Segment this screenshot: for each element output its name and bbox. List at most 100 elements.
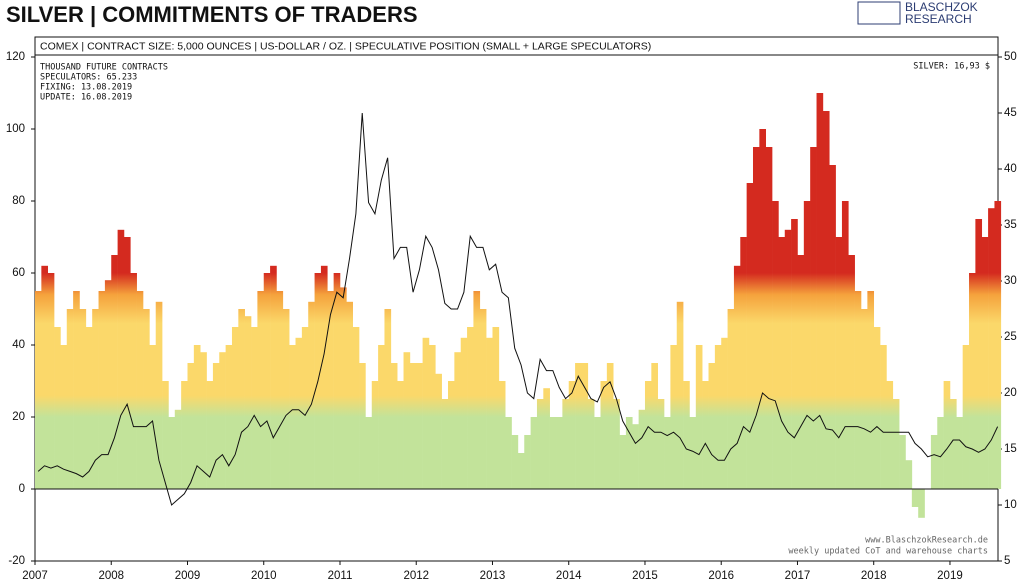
bar: [212, 363, 220, 489]
x-tick-label: 2018: [861, 570, 887, 582]
subtitle: COMEX | CONTRACT SIZE: 5,000 OUNCES | US…: [40, 40, 651, 52]
bar: [613, 399, 620, 489]
bar: [187, 363, 195, 489]
bar: [117, 229, 125, 490]
bar: [733, 265, 741, 489]
bar: [270, 265, 277, 489]
bar: [441, 399, 449, 489]
bar: [899, 435, 906, 489]
footer: weekly updated CoT and warehouse charts: [788, 547, 988, 557]
bar: [568, 381, 576, 489]
bar: [536, 399, 544, 489]
note: UPDATE: 16.08.2019: [40, 93, 132, 103]
bar: [193, 345, 201, 489]
x-tick-label: 2013: [480, 570, 506, 582]
x-tick-label: 2011: [328, 570, 353, 582]
bar: [390, 363, 398, 489]
logo-icon: [857, 1, 901, 25]
y2-tick-label: 30: [1004, 275, 1017, 287]
bar: [505, 417, 512, 489]
bar: [289, 345, 296, 489]
bar: [797, 255, 805, 489]
bar: [791, 219, 798, 489]
bar: [295, 337, 303, 489]
bar: [422, 337, 430, 489]
bar: [162, 381, 169, 489]
logo-text: RESEARCH: [905, 12, 972, 26]
bar: [778, 237, 786, 489]
note: SPECULATORS: 65.233: [40, 73, 137, 83]
y-tick-label: 120: [6, 51, 25, 63]
y2-tick-label: 40: [1004, 163, 1017, 175]
bar: [143, 309, 150, 489]
x-tick-label: 2009: [175, 570, 201, 582]
bar: [378, 345, 385, 489]
bar: [231, 327, 239, 489]
y-tick-label: 0: [19, 483, 25, 495]
bar: [73, 291, 80, 489]
y2-tick-label: 15: [1004, 443, 1017, 455]
bar: [619, 435, 627, 489]
y2-tick-label: 45: [1004, 107, 1017, 119]
y2-tick-label: 10: [1004, 499, 1017, 511]
y-tick-label: 80: [12, 195, 25, 207]
bar: [181, 381, 188, 489]
bar: [479, 309, 487, 489]
chart-title: SILVER | COMMITMENTS OF TRADERS: [6, 2, 418, 27]
bar: [174, 409, 182, 489]
bar: [123, 237, 131, 489]
bar: [517, 453, 525, 489]
bar: [683, 381, 690, 489]
x-tick-label: 2008: [98, 570, 124, 582]
bar: [60, 345, 68, 489]
bar: [670, 345, 678, 489]
bar: [98, 291, 106, 489]
bar: [460, 337, 468, 489]
bar: [886, 381, 894, 489]
bar: [403, 352, 411, 489]
bar: [454, 352, 462, 489]
bar: [206, 381, 214, 489]
bar: [85, 327, 93, 489]
bar: [638, 409, 646, 489]
bar: [594, 417, 601, 489]
bar: [625, 417, 633, 489]
bar: [930, 435, 938, 489]
bar: [880, 345, 887, 489]
bar: [562, 399, 570, 489]
bar: [200, 352, 207, 489]
bar: [657, 399, 665, 489]
footer: www.BlaschzokResearch.de: [865, 536, 988, 546]
bar: [765, 147, 773, 489]
bar: [79, 309, 87, 489]
bar: [473, 291, 481, 489]
bar: [892, 399, 900, 489]
y-tick-label: 20: [12, 411, 25, 423]
y-tick-label: 100: [6, 123, 25, 135]
y2-tick-label: 5: [1004, 555, 1010, 567]
bar: [282, 309, 290, 489]
bar: [969, 273, 976, 489]
bar: [600, 381, 608, 489]
bar: [981, 237, 989, 489]
bar: [149, 345, 157, 489]
bar: [238, 309, 245, 489]
bar: [816, 93, 824, 489]
bar: [867, 291, 875, 489]
bar: [41, 265, 49, 489]
bar: [168, 417, 176, 489]
y2-tick-label: 20: [1004, 387, 1017, 399]
bar: [339, 287, 347, 489]
bar: [587, 399, 595, 489]
bar: [727, 309, 735, 489]
bar: [575, 363, 582, 489]
bar: [276, 291, 284, 489]
bar: [416, 363, 423, 489]
bar: [543, 388, 550, 489]
bar: [428, 345, 436, 489]
bar: [467, 327, 474, 489]
bar: [873, 327, 881, 489]
bar: [994, 201, 1002, 489]
bar: [918, 489, 925, 518]
bar: [35, 291, 42, 489]
